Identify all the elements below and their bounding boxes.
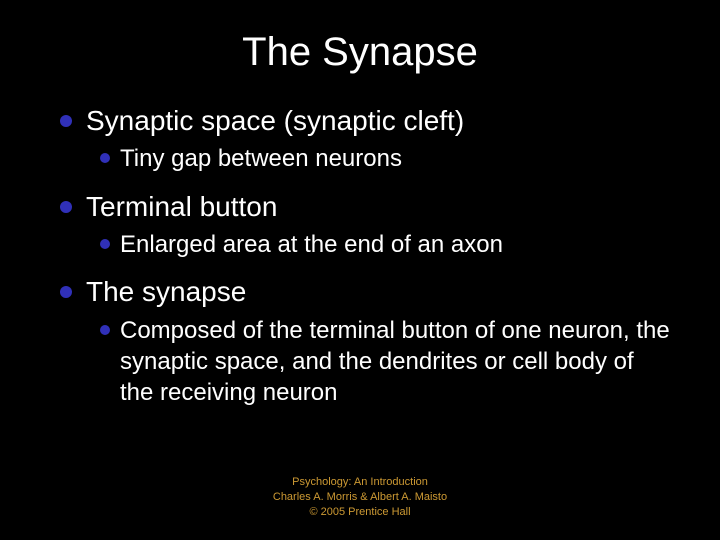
- item-heading: Terminal button: [86, 189, 277, 225]
- bullet-icon: [100, 153, 110, 163]
- footer-attribution: Psychology: An Introduction Charles A. M…: [0, 475, 720, 520]
- list-item: Terminal button: [60, 189, 672, 225]
- bullet-icon: [60, 115, 72, 127]
- content-area: Synaptic space (synaptic cleft) Tiny gap…: [48, 103, 672, 408]
- list-subitem: Tiny gap between neurons: [100, 143, 672, 174]
- item-subtext: Composed of the terminal button of one n…: [120, 315, 672, 409]
- slide-container: The Synapse Synaptic space (synaptic cle…: [0, 0, 720, 540]
- bullet-icon: [60, 201, 72, 213]
- list-subitem: Composed of the terminal button of one n…: [100, 315, 672, 409]
- footer-line: Charles A. Morris & Albert A. Maisto: [0, 490, 720, 505]
- item-subtext: Enlarged area at the end of an axon: [120, 229, 503, 260]
- list-item: Synaptic space (synaptic cleft): [60, 103, 672, 139]
- item-heading: The synapse: [86, 274, 246, 310]
- list-subitem: Enlarged area at the end of an axon: [100, 229, 672, 260]
- slide-title: The Synapse: [48, 30, 672, 75]
- bullet-icon: [100, 239, 110, 249]
- list-item: The synapse: [60, 274, 672, 310]
- item-subtext: Tiny gap between neurons: [120, 143, 402, 174]
- item-heading: Synaptic space (synaptic cleft): [86, 103, 464, 139]
- bullet-icon: [100, 325, 110, 335]
- footer-line: Psychology: An Introduction: [0, 475, 720, 490]
- footer-line: © 2005 Prentice Hall: [0, 505, 720, 520]
- bullet-icon: [60, 286, 72, 298]
